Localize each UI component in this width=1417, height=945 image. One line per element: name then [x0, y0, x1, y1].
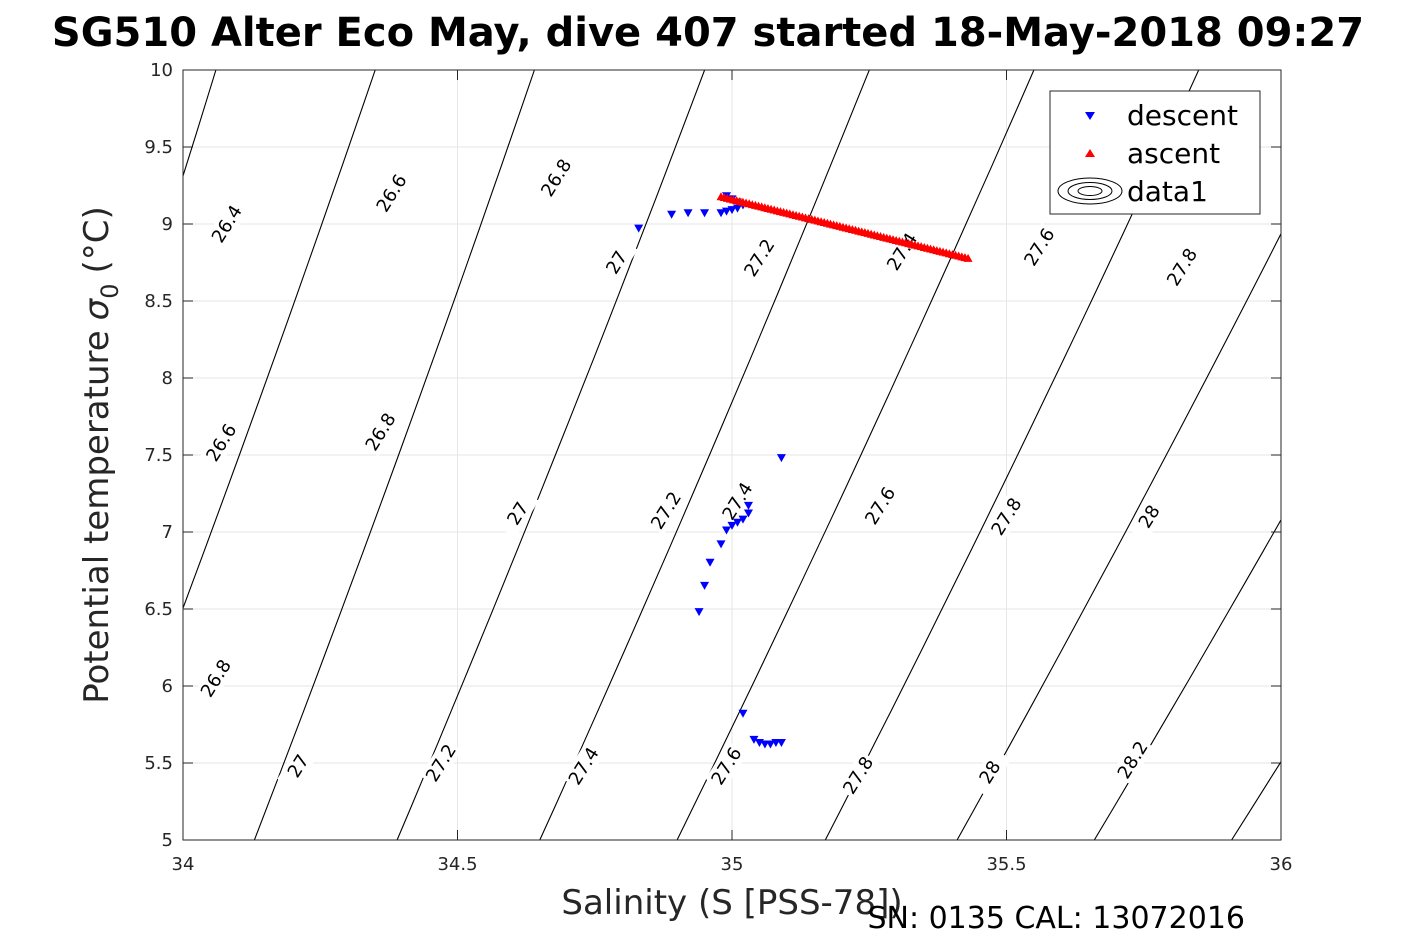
y-tick-label: 8 [162, 368, 173, 389]
contour-label-bg [705, 741, 748, 791]
legend-descent-marker [1085, 112, 1095, 120]
descent-point [683, 209, 693, 218]
contour-label-bg [969, 747, 1012, 797]
contour-label-bg [370, 168, 413, 218]
descent-point [727, 206, 737, 215]
y-axis-label-symbol: σ [77, 297, 117, 320]
descent-point [700, 581, 710, 590]
contour-label-bg [205, 199, 248, 249]
legend-box [1049, 90, 1261, 215]
descent-point [732, 518, 742, 527]
descent-point [705, 558, 715, 567]
descent-series [634, 192, 786, 749]
ascent-series [716, 192, 973, 262]
contour-label-bg [562, 741, 605, 791]
x-tick-label: 35 [721, 854, 744, 875]
contour-label-bg [716, 476, 759, 526]
legend-ascent-marker [1085, 149, 1095, 157]
contour-label-bg [277, 741, 320, 791]
descent-point [700, 209, 710, 218]
descent-point [776, 738, 786, 747]
ascent-point [963, 253, 973, 262]
contour-label-bg [1161, 242, 1204, 292]
isopycnal-line [253, 70, 535, 840]
y-tick-label: 5 [162, 830, 173, 851]
isopycnal-line [396, 70, 706, 840]
contour-label-bg [1128, 492, 1171, 542]
isopycnal-line [956, 232, 1281, 840]
x-tick-label: 34.5 [437, 854, 477, 875]
contour-label-bg [595, 238, 638, 287]
contour-label-bg [496, 489, 539, 539]
y-tick-label: 6 [162, 676, 173, 697]
y-tick-label: 9 [162, 214, 173, 235]
contour-label-bg [200, 418, 243, 468]
y-tick-label: 7 [162, 522, 173, 543]
contour-label-bg [985, 492, 1028, 542]
x-tick-label: 35.5 [986, 854, 1026, 875]
y-tick-label: 10 [150, 60, 173, 81]
descent-point [694, 608, 704, 617]
y-axis-ticks: 5 5.5 6 6.5 7 7.5 8 8.5 9 9.5 10 [144, 60, 1281, 851]
y-tick-label: 9.5 [144, 137, 173, 158]
descent-point [738, 515, 748, 524]
contour-label-bg [738, 233, 781, 283]
y-axis-label: Potential temperature σ0 (°C) [77, 206, 124, 704]
descent-point [765, 740, 775, 749]
descent-point [722, 207, 732, 216]
y-axis-label-text: Potential temperature [77, 330, 117, 703]
descent-point [727, 521, 737, 530]
descent-point [722, 526, 732, 535]
density-contours [183, 70, 1281, 840]
descent-point [732, 204, 742, 213]
contour-label-bg [420, 738, 463, 788]
chart-title: SG510 Alter Eco May, dive 407 started 18… [52, 10, 1364, 56]
legend-descent-label: descent [1127, 99, 1238, 132]
descent-point [776, 454, 786, 463]
descent-point [667, 210, 677, 219]
descent-point [749, 735, 759, 744]
contour-label-bg [1018, 222, 1061, 272]
x-axis-ticks: 34 34.5 35 35.5 36 [172, 70, 1293, 875]
y-tick-label: 5.5 [144, 753, 173, 774]
y-tick-label: 6.5 [144, 599, 173, 620]
legend-contour-marker [1057, 177, 1123, 205]
descent-point [716, 209, 726, 218]
y-axis-label-unit: (°C) [77, 206, 117, 273]
isopycnal-line [1093, 518, 1281, 840]
isopycnal-line [183, 70, 376, 610]
isopycnal-line [676, 70, 1035, 840]
contour-label-bg [881, 227, 924, 277]
descent-point [634, 224, 644, 233]
contour-label-bg [837, 750, 880, 800]
x-tick-label: 36 [1270, 854, 1293, 875]
legend-data1-label: data1 [1127, 175, 1208, 208]
x-tick-label: 34 [172, 854, 195, 875]
contour-label-bg [859, 481, 902, 531]
legend: descent ascent data1 [1049, 90, 1261, 215]
y-tick-label: 8.5 [144, 291, 173, 312]
descent-point [743, 501, 753, 510]
descent-point [743, 509, 753, 518]
isopycnal-line [539, 70, 870, 840]
x-axis-label: Salinity (S [PSS-78]) [561, 883, 902, 923]
contour-label-bg [194, 653, 237, 703]
y-tick-label: 7.5 [144, 445, 173, 466]
contour-label-bg [645, 485, 688, 535]
y-axis-label-subscript: 0 [96, 283, 124, 298]
footer-serial-cal: SN: 0135 CAL: 13072016 [867, 901, 1245, 936]
descent-point [738, 709, 748, 718]
contour-label-bg [1111, 735, 1154, 785]
descent-point [716, 540, 726, 549]
legend-ascent-label: ascent [1127, 137, 1220, 170]
contour-label-bg [359, 407, 402, 457]
contour-label-bg [535, 153, 578, 203]
